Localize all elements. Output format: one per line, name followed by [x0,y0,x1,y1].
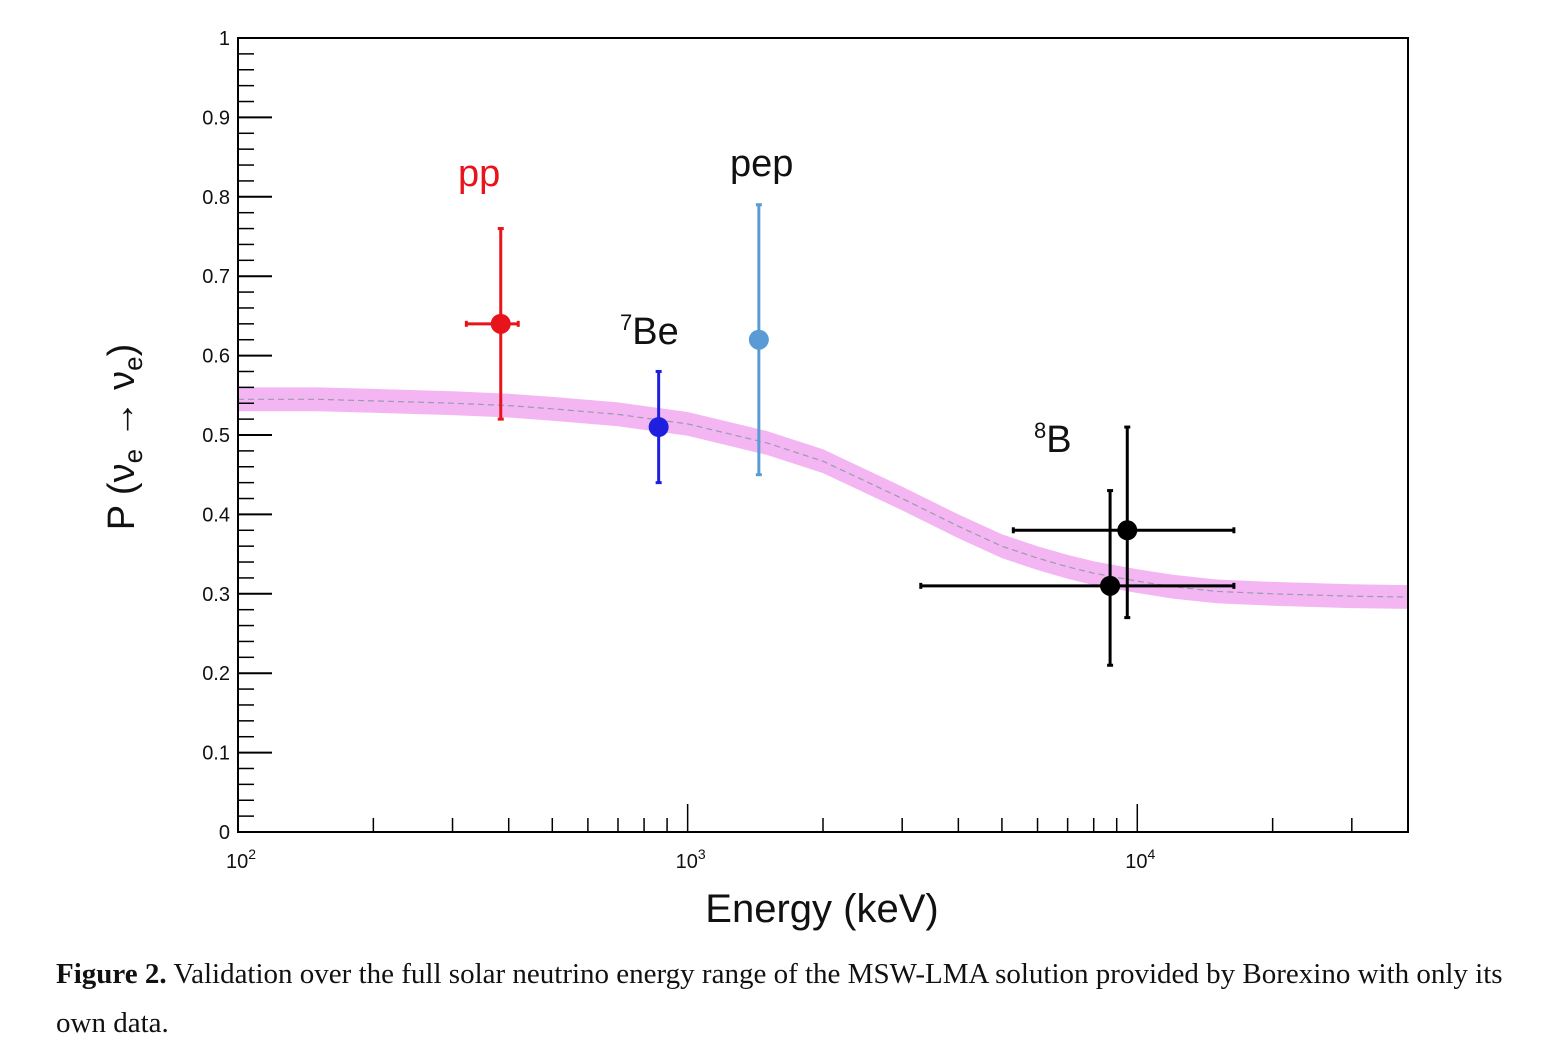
data-point [919,489,1236,667]
data-point [748,203,769,477]
msw-lma-band [238,387,1409,609]
point-marker [648,417,669,438]
band-area [238,387,1408,609]
point-marker [1100,575,1121,596]
data-points [464,203,1236,667]
axis-ticks: 0 0.1 0.2 0.3 0.4 0.5 0.6 0.7 0.8 0.9 1 102 103 104 [202,28,1409,873]
y-tick-label: 0.1 [202,743,230,765]
plot-frame [237,37,1409,833]
data-point [464,227,520,421]
data-point [1011,425,1236,620]
y-axis-title: P (νe → νe) [101,344,148,531]
caption-label: Figure 2. [56,958,167,990]
y-tick-label: 0.8 [202,187,230,209]
label-be7: 7Be [620,310,679,353]
x-tick-label: 103 [676,846,706,873]
y-tick-label: 0.5 [202,425,230,447]
x-tick-label: 102 [226,846,256,873]
y-tick-label: 0.3 [202,584,230,606]
y-tick-label: 0.6 [202,346,230,368]
label-pep: pep [730,143,793,185]
caption-text: Validation over the full solar neutrino … [56,958,1503,1039]
chart-svg: 0 0.1 0.2 0.3 0.4 0.5 0.6 0.7 0.8 0.9 1 102 103 104 E… [101,28,1409,931]
point-marker [490,313,511,334]
point-marker [1117,520,1138,541]
band-center-line [238,398,1409,598]
y-tick-label: 0.4 [202,504,230,526]
x-tick-label: 104 [1125,846,1155,873]
y-tick-label: 0.7 [202,266,230,288]
figure-caption: Figure 2. Validation over the full solar… [56,950,1516,1048]
x-axis-title: Energy (keV) [705,887,938,931]
y-tick-label: 0 [219,822,230,844]
y-tick-label: 1 [219,28,230,50]
point-marker [748,329,769,350]
label-b8: 8B [1034,418,1072,461]
y-tick-label: 0.9 [202,107,230,129]
data-point [648,369,669,485]
label-pp: pp [458,153,500,195]
plot-border [237,37,1409,833]
y-tick-label: 0.2 [202,663,230,685]
